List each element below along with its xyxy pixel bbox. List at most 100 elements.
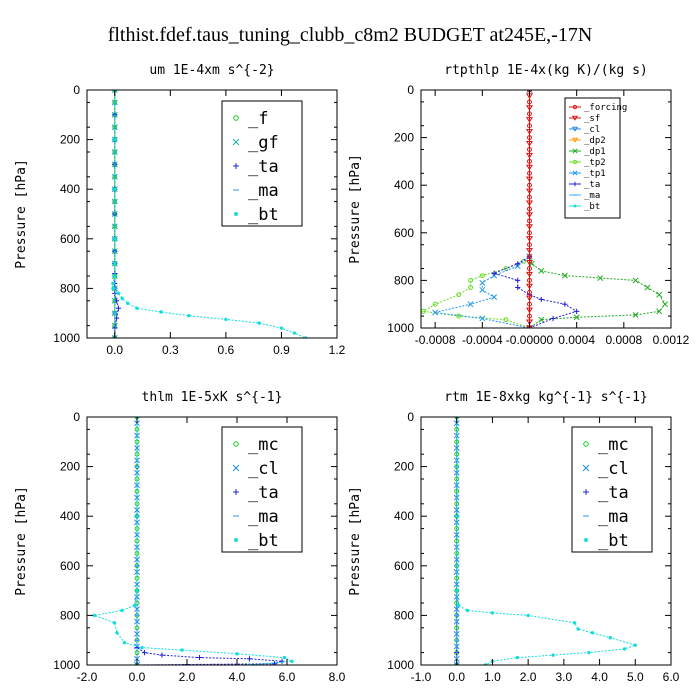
point-sf [525, 188, 533, 195]
point-ta [271, 661, 278, 665]
panel-4: rtm 1E-8xkg kg^{-1} s^{-1} Pressure [hPa]… [348, 390, 680, 684]
y-tick-label: 200 [394, 460, 414, 474]
legend-label: _f [248, 109, 268, 129]
point-tp1 [526, 90, 533, 93]
point-bt [116, 291, 121, 296]
x-tick-label: 0.0 [448, 670, 465, 684]
point-tp2 [468, 277, 473, 283]
x-tick-label: -0.0004 [462, 333, 503, 347]
legend-label: _tp2 [584, 158, 606, 168]
point-bt [120, 608, 124, 613]
x-tick-label: 5.0 [627, 670, 644, 684]
legend-label: _ma [584, 191, 600, 201]
x-tick-label: -1.0 [411, 670, 432, 684]
point-ta [141, 650, 148, 656]
point-bt [622, 647, 627, 651]
legend-marker-ta [233, 489, 239, 495]
point-bt [140, 645, 144, 650]
point-cl [453, 469, 460, 476]
y-tick-label: 400 [60, 509, 80, 523]
panel-title: rtm 1E-8xkg kg^{-1} s^{-1} [444, 390, 648, 405]
point-bt [187, 313, 191, 318]
point-bt [92, 613, 97, 618]
x-tick-label: 0.0012 [653, 333, 690, 347]
legend-label: _bt [248, 531, 279, 551]
legend: _mc _cl _ta _ma _bt [221, 426, 303, 553]
x-tick-label: 4.0 [591, 670, 608, 684]
y-tick-label: 1000 [53, 331, 80, 345]
point-dp1 [528, 260, 535, 267]
point-sf [525, 283, 533, 290]
point-tp2 [468, 285, 473, 290]
point-dp1 [632, 277, 639, 284]
point-bt [235, 652, 239, 656]
point-dp1 [561, 272, 568, 279]
plot-frame [420, 89, 672, 329]
point-bt [112, 621, 117, 625]
point-tp2 [503, 317, 509, 323]
legend-marker-tp2 [572, 159, 578, 165]
plot-frame [86, 416, 338, 666]
x-tick-label: 4.0 [229, 670, 246, 684]
series-group [421, 90, 669, 328]
legend-box [221, 100, 303, 227]
panel-title: um 1E-4xm s^{-2} [149, 63, 274, 78]
point-bt [115, 631, 119, 635]
point-ta [196, 654, 203, 661]
point-sf [525, 117, 533, 123]
point-bt [159, 310, 163, 314]
point-cl [453, 662, 460, 665]
y-tick-label: 0 [73, 83, 80, 97]
y-tick-label: 200 [60, 133, 80, 147]
point-ta [115, 305, 122, 311]
series-group [92, 417, 294, 665]
legend-marker-cl [582, 464, 590, 472]
point-gf [111, 335, 118, 338]
series-group [111, 90, 308, 338]
point-tp1 [432, 309, 439, 316]
legend-marker-dp1 [572, 148, 578, 154]
point-bt [572, 621, 577, 625]
point-sf [525, 271, 533, 278]
y-tick-label: 400 [60, 182, 80, 196]
point-gf [111, 198, 118, 205]
legend: _forcing_sf_cl_dp2_dp1_tp2_tp1_ta_ma_bt [564, 97, 627, 219]
legend-marker-cl [232, 464, 240, 472]
y-tick-label: 600 [394, 226, 414, 240]
y-tick-label: 200 [60, 460, 80, 474]
point-bt [113, 237, 117, 241]
panels: um 1E-4xm s^{-2} Pressure [hPa] 0 200 400 600… [14, 63, 690, 684]
point-sf [525, 224, 533, 230]
y-tick-label: 600 [60, 559, 80, 573]
point-gf [111, 173, 118, 180]
legend-label: _tp1 [584, 169, 606, 179]
point-gf [111, 90, 118, 93]
point-bt [120, 296, 124, 301]
point-dp1 [573, 314, 580, 321]
point-bt [224, 317, 228, 322]
point-sf [525, 307, 533, 314]
series-line-bt [456, 417, 637, 665]
point-tp2 [479, 273, 485, 279]
legend-label: _cl [584, 125, 600, 135]
point-dp1 [538, 316, 545, 323]
legend-marker-mc [233, 441, 239, 447]
panel-3: thlm 1E-5xK s^{-1} Pressure [hPa] 0 200 400 6… [14, 390, 346, 684]
y-tick-label: 1000 [387, 321, 414, 335]
point-ta [515, 261, 521, 267]
legend-label: _dp1 [584, 147, 606, 157]
legend-label: _mc [598, 435, 629, 455]
legend-label: _bt [248, 205, 279, 225]
point-bt [135, 588, 139, 593]
series-line-bt [92, 417, 294, 665]
point-bt [113, 137, 117, 142]
point-ta [538, 296, 544, 303]
point-ta [279, 658, 285, 664]
point-bt [279, 326, 284, 330]
point-sf [525, 129, 533, 135]
point-bt [455, 514, 459, 518]
x-tick-label: 2.0 [179, 670, 196, 684]
y-tick-label: 600 [394, 559, 414, 573]
series-line-tp1 [435, 90, 530, 328]
y-tick-label: 800 [60, 608, 80, 622]
